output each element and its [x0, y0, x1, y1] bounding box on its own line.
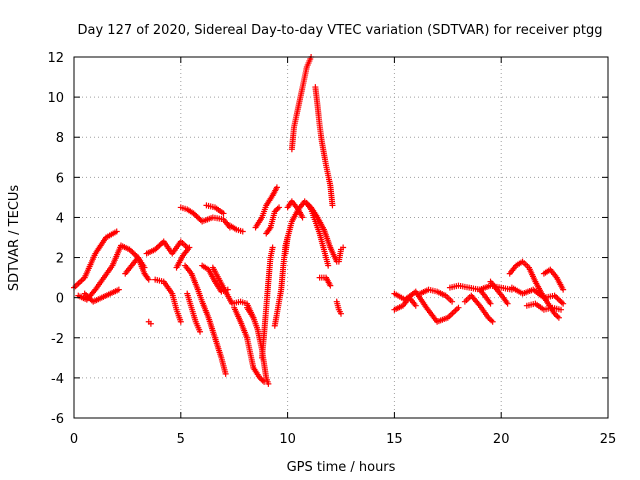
y-tick-label: -6 — [51, 412, 64, 427]
data-track — [417, 286, 456, 305]
data-track — [263, 204, 283, 237]
data-track — [81, 286, 122, 305]
data-point — [489, 318, 496, 325]
x-tick-label: 0 — [70, 432, 78, 447]
data-point — [276, 204, 283, 211]
data-point — [560, 286, 567, 293]
data-point — [340, 244, 347, 251]
data-track — [508, 284, 567, 307]
data-track — [461, 292, 496, 325]
data-track — [203, 202, 227, 217]
y-tick-label: 10 — [47, 91, 64, 106]
data-track — [540, 266, 567, 293]
data-point — [412, 302, 419, 309]
data-point — [145, 276, 152, 283]
data-point — [329, 202, 336, 209]
data-track — [199, 262, 231, 295]
data-point — [338, 310, 344, 317]
y-tick-label: 6 — [56, 171, 64, 186]
data-point — [113, 228, 120, 235]
data-point — [186, 244, 193, 251]
data-point — [555, 314, 562, 321]
data-point — [239, 228, 246, 235]
data-point — [265, 380, 272, 387]
y-tick-label: 8 — [56, 131, 64, 146]
data-track — [391, 288, 462, 325]
x-tick-label: 20 — [493, 432, 510, 447]
data-track — [152, 276, 184, 325]
data-point — [299, 214, 306, 221]
data-track — [184, 290, 204, 335]
data-point — [197, 328, 204, 335]
data-track — [75, 242, 148, 303]
data-track — [316, 274, 334, 289]
data-track — [231, 304, 268, 385]
data-track — [391, 294, 419, 313]
data-point — [455, 304, 462, 311]
data-track — [177, 204, 233, 231]
y-axis-label: SDTVAR / TECUs — [7, 185, 22, 292]
data-track — [143, 238, 191, 257]
data-track — [145, 318, 154, 327]
data-track — [173, 244, 193, 271]
data-track — [303, 200, 332, 269]
data-point — [325, 262, 332, 269]
y-tick-label: -2 — [51, 332, 64, 347]
data-track — [476, 286, 494, 307]
data-point — [273, 184, 280, 191]
y-tick-label: 4 — [56, 211, 64, 226]
data-point — [560, 300, 567, 307]
y-tick-label: 12 — [47, 51, 64, 66]
x-axis-label: GPS time / hours — [287, 460, 396, 475]
data-track — [335, 244, 347, 265]
y-tick-label: -4 — [51, 372, 64, 387]
data-track — [226, 222, 246, 235]
data-point — [327, 282, 334, 289]
x-tick-label: 25 — [600, 432, 617, 447]
data-track — [284, 198, 306, 221]
data-track — [312, 84, 336, 209]
data-points — [71, 54, 567, 387]
data-track — [506, 258, 562, 321]
data-point — [558, 306, 565, 313]
data-track — [252, 184, 280, 231]
data-point — [177, 318, 184, 325]
x-tick-label: 15 — [386, 432, 403, 447]
data-point — [504, 300, 511, 307]
data-point — [220, 210, 227, 217]
y-tick-label: 0 — [56, 292, 64, 307]
data-point — [487, 300, 494, 307]
x-tick-label: 10 — [279, 432, 296, 447]
y-tick-label: 2 — [56, 252, 64, 267]
data-track — [122, 254, 152, 283]
data-point — [449, 298, 456, 305]
axis-ticks: 0 5 10 15 20 25 -6 -4 -2 0 2 4 6 8 10 12 — [47, 51, 616, 447]
data-track — [288, 54, 315, 153]
data-point — [147, 320, 154, 327]
data-track — [523, 300, 565, 313]
data-track — [258, 244, 276, 361]
data-track — [487, 278, 511, 307]
x-tick-label: 5 — [177, 432, 185, 447]
data-track — [182, 262, 229, 377]
data-point — [269, 244, 276, 251]
chart-title: Day 127 of 2020, Sidereal Day-to-day VTE… — [78, 23, 603, 38]
data-point — [222, 370, 229, 377]
data-track — [333, 298, 344, 317]
plot-frame — [73, 56, 609, 419]
data-point — [115, 286, 122, 293]
